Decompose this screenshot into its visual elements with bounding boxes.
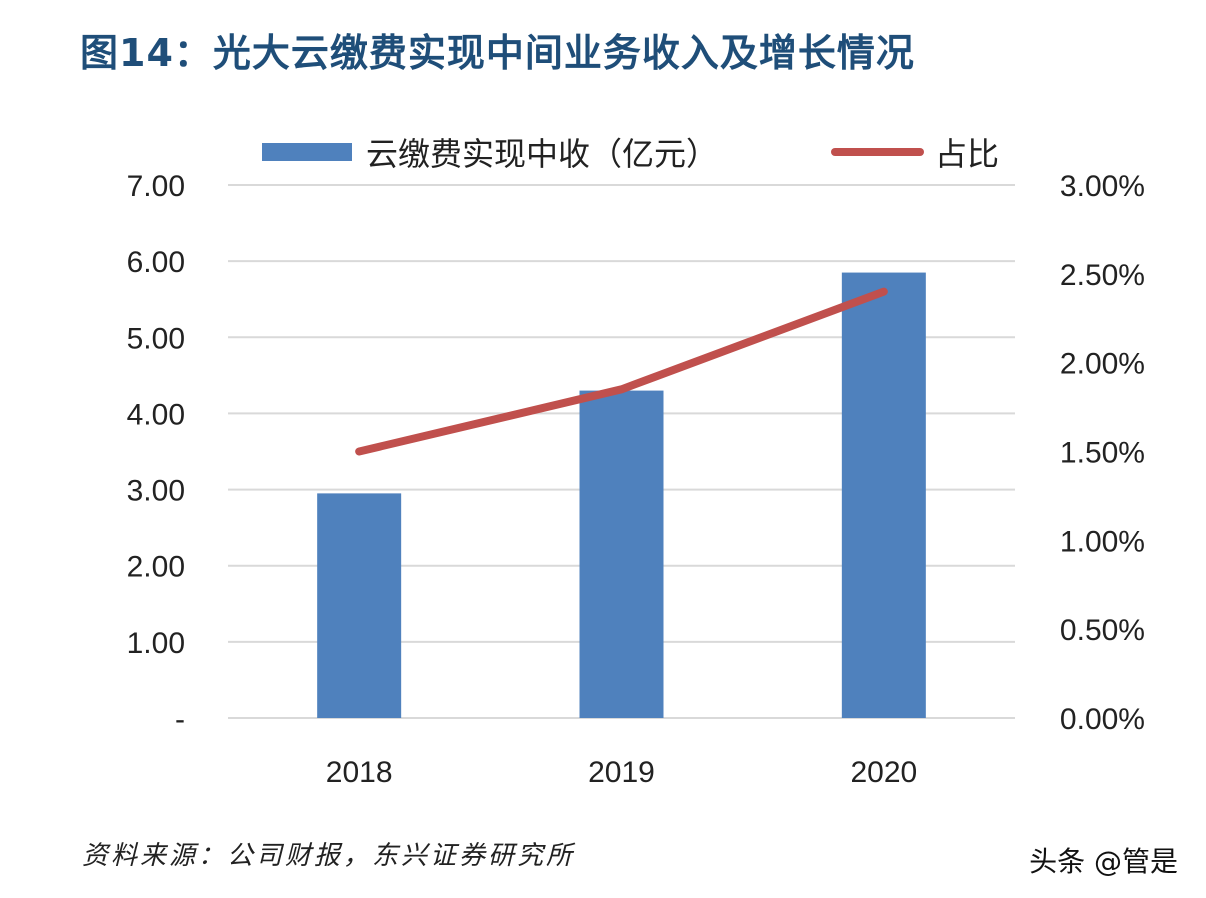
right-tick-label: 2.50% — [1060, 259, 1145, 292]
right-tick-label: 0.00% — [1060, 703, 1145, 736]
left-axis: - 1.00 2.00 3.00 4.00 5.00 6.00 7.00 — [127, 170, 185, 736]
left-tick-label: 5.00 — [127, 322, 185, 355]
right-tick-label: 3.00% — [1060, 170, 1145, 203]
legend-swatch-bar — [262, 143, 352, 161]
left-tick-label: 6.00 — [127, 246, 185, 279]
x-tick-label: 2020 — [850, 756, 917, 789]
left-tick-label: 3.00 — [127, 475, 185, 508]
x-axis: 2018 2019 2020 — [326, 756, 917, 789]
legend: 云缴费实现中收（亿元） 占比 — [262, 135, 999, 173]
bar-2019 — [579, 390, 664, 718]
chart-title: 图14：光大云缴费实现中间业务收入及增长情况 — [80, 31, 915, 75]
bar-2020 — [841, 272, 926, 718]
right-tick-label: 0.50% — [1060, 614, 1145, 647]
right-tick-label: 1.50% — [1060, 437, 1145, 470]
watermark: 头条 @管是 — [1029, 845, 1178, 878]
x-tick-label: 2018 — [326, 756, 393, 789]
right-tick-label: 1.00% — [1060, 525, 1145, 558]
legend-label-bar: 云缴费实现中收（亿元） — [366, 135, 718, 173]
left-tick-label: 7.00 — [127, 170, 185, 203]
right-tick-label: 2.00% — [1060, 348, 1145, 381]
legend-label-line: 占比 — [935, 135, 999, 173]
bar-2018 — [317, 493, 402, 718]
left-tick-label: 4.00 — [127, 398, 185, 431]
bars — [317, 272, 926, 718]
left-tick-label: - — [175, 703, 185, 736]
line-series — [355, 287, 888, 456]
source-note: 资料来源：公司财报，东兴证券研究所 — [82, 841, 576, 871]
x-tick-label: 2019 — [588, 756, 655, 789]
left-tick-label: 1.00 — [127, 627, 185, 660]
left-tick-label: 2.00 — [127, 551, 185, 584]
right-axis: 0.00% 0.50% 1.00% 1.50% 2.00% 2.50% 3.00% — [1060, 170, 1145, 736]
